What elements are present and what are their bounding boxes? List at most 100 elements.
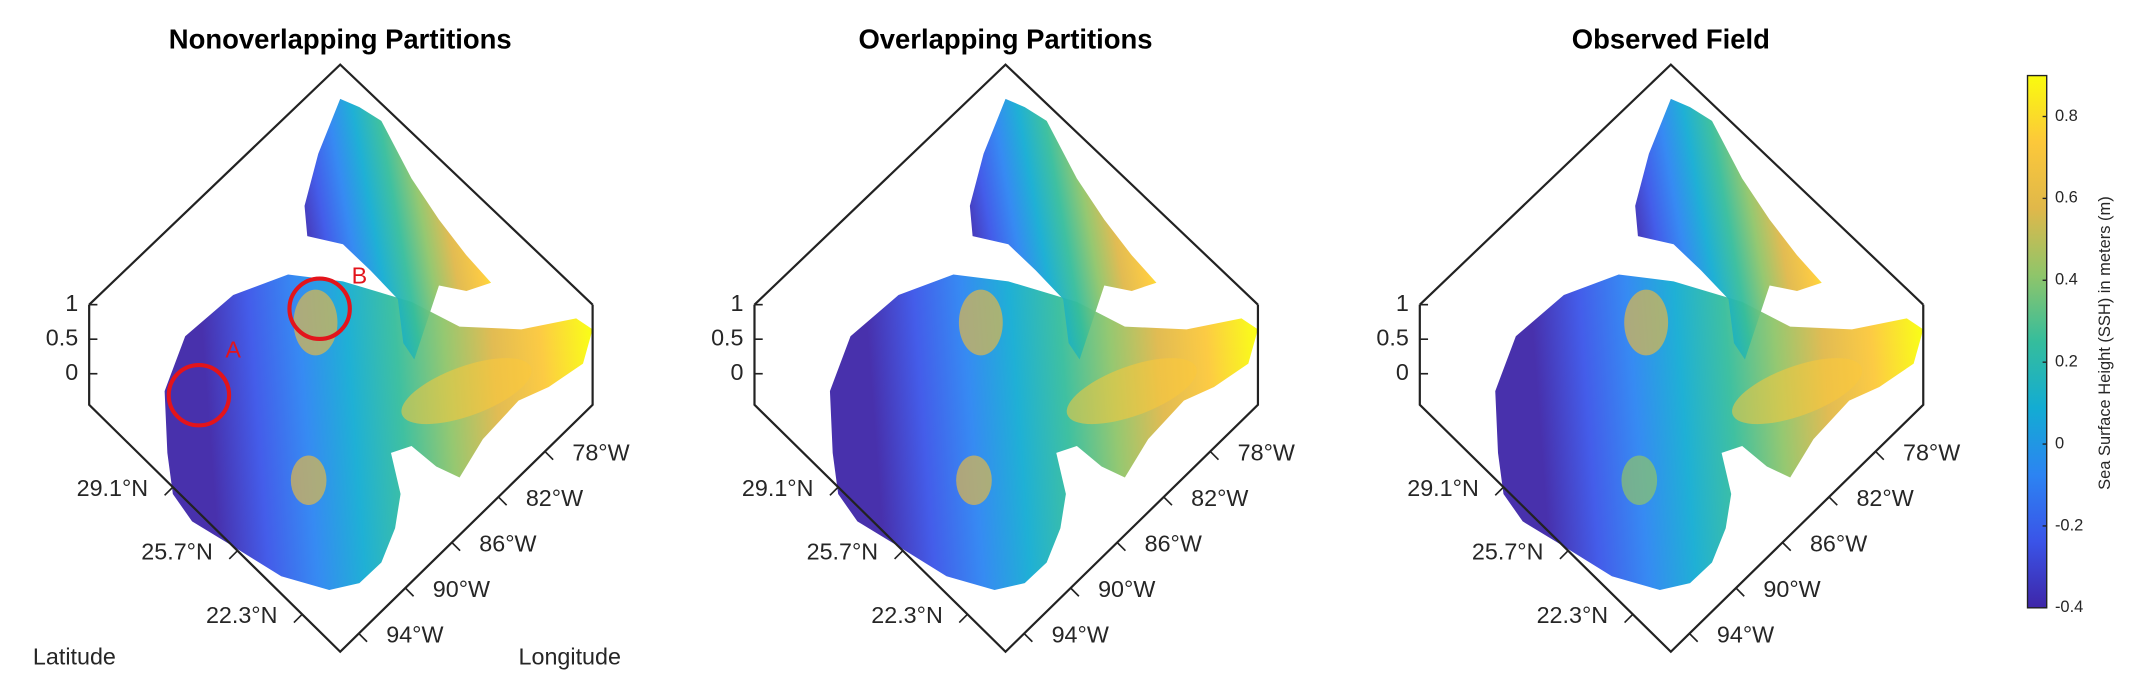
annotation-circle — [287, 276, 352, 342]
lat-tick-label: 22.3°N — [1537, 602, 1609, 628]
lat-tick-label: 29.1°N — [742, 475, 814, 501]
lon-tick-label: 78°W — [572, 439, 629, 465]
panel: Overlapping Partitions 0 0.5 1 29.1°N 25.7°N 2… — [711, 24, 1295, 654]
lat-tick — [1559, 550, 1569, 560]
axes-box — [753, 304, 1260, 654]
lat-tick-label: 22.3°N — [206, 602, 278, 628]
axes-box — [88, 304, 594, 654]
lon-tick — [358, 632, 368, 643]
lat-tick-label: 29.1°N — [77, 475, 149, 501]
lon-tick-label: 90°W — [433, 576, 490, 602]
ssh-surface — [1495, 274, 1924, 590]
colorbar-tick-label: 0 — [2055, 434, 2064, 452]
lat-tick — [1494, 486, 1505, 496]
z-tick-label: 1 — [1396, 290, 1409, 316]
z-tick-label: 1 — [731, 290, 744, 316]
lon-tick — [1209, 450, 1220, 461]
colorbar-tick-label: 0.8 — [2055, 107, 2078, 125]
lat-tick — [164, 486, 174, 496]
panel-title: Observed Field — [1572, 24, 1770, 55]
panel-title: Overlapping Partitions — [858, 24, 1152, 55]
lat-tick — [1623, 613, 1634, 624]
lon-tick-label: 94°W — [1052, 621, 1109, 647]
ssh-ridge — [1732, 358, 1863, 425]
colorbar-tick-label: 0.4 — [2055, 271, 2078, 289]
lon-tick — [1688, 632, 1699, 643]
lon-tick-label: 94°W — [1717, 621, 1774, 647]
ssh-ridge — [1066, 358, 1197, 425]
axes-box — [1418, 304, 1925, 654]
lat-tick-label: 29.1°N — [1407, 475, 1479, 501]
ssh-surface-north — [969, 98, 1157, 360]
colorbar-tick-label: 0.2 — [2055, 353, 2078, 371]
lon-tick-label: 78°W — [1238, 439, 1295, 465]
axes-box — [88, 63, 594, 306]
lat-tick-label: 25.7°N — [807, 539, 879, 565]
lon-tick — [1163, 496, 1173, 506]
lat-tick — [293, 613, 303, 624]
lon-tick — [497, 496, 508, 506]
axes-box — [753, 63, 1259, 306]
lat-tick-label: 25.7°N — [141, 539, 213, 565]
annotation-circle — [166, 362, 232, 428]
lon-tick — [1874, 450, 1885, 461]
colorbar — [2026, 74, 2048, 609]
ssh-bump — [290, 455, 327, 505]
z-tick-label: 1 — [65, 290, 78, 316]
ssh-ridge — [401, 358, 532, 425]
lat-tick — [894, 550, 904, 560]
annotation-label: B — [352, 262, 368, 288]
lon-tick-label: 90°W — [1098, 576, 1155, 602]
lon-tick — [1828, 496, 1838, 506]
lon-tick — [404, 587, 415, 597]
axes-box — [1419, 63, 1925, 306]
lat-tick-label: 22.3°N — [871, 602, 943, 628]
annotation-label: A — [225, 336, 241, 362]
ssh-surface — [164, 274, 593, 590]
lon-tick-label: 94°W — [386, 621, 443, 647]
ssh-surface-north — [304, 98, 492, 360]
lon-tick — [544, 450, 554, 461]
ssh-surface-north — [1635, 98, 1822, 360]
lat-tick — [228, 550, 239, 560]
ssh-bump — [1624, 289, 1669, 356]
lat-tick — [958, 613, 969, 624]
z-tick-label: 0 — [1396, 359, 1409, 385]
y-axis-label: Latitude — [33, 644, 116, 670]
panel: Nonoverlapping Partitions 0 0.5 1 29.1°N 25.7… — [33, 24, 630, 670]
x-axis-label: Longitude — [519, 644, 621, 670]
ssh-bump — [956, 455, 992, 505]
colorbar-tick-label: -0.4 — [2055, 598, 2083, 616]
ssh-bump — [293, 289, 338, 356]
lon-tick-label: 86°W — [1810, 530, 1867, 556]
lon-tick-label: 82°W — [1856, 485, 1913, 511]
lon-tick — [1781, 541, 1792, 552]
lon-tick-label: 82°W — [1191, 485, 1248, 511]
lon-tick — [1070, 587, 1080, 597]
lat-tick — [829, 486, 839, 496]
ssh-bump — [1621, 455, 1658, 505]
lon-tick-label: 82°W — [526, 485, 583, 511]
colorbar-tick-label: -0.2 — [2055, 516, 2083, 534]
z-tick-label: 0.5 — [1376, 324, 1408, 350]
ssh-bump — [958, 289, 1003, 356]
panel-title: Nonoverlapping Partitions — [169, 24, 512, 55]
z-tick-label: 0 — [65, 359, 78, 385]
colorbar-tick-label: 0.6 — [2055, 189, 2078, 207]
lon-tick — [451, 541, 461, 552]
lon-tick — [1116, 541, 1127, 552]
lon-tick-label: 86°W — [1145, 530, 1202, 556]
lon-tick-label: 90°W — [1763, 576, 1820, 602]
panel: Observed Field 0 0.5 1 29.1°N 25.7°N 22.3°N 78°… — [1376, 24, 1960, 654]
lon-tick — [1735, 587, 1745, 597]
ssh-surface — [829, 274, 1258, 590]
z-tick-label: 0.5 — [46, 324, 78, 350]
lat-tick-label: 25.7°N — [1472, 539, 1544, 565]
z-tick-label: 0 — [731, 359, 744, 385]
lon-tick-label: 86°W — [479, 530, 536, 556]
z-tick-label: 0.5 — [711, 324, 743, 350]
lon-tick — [1023, 632, 1033, 643]
lon-tick-label: 78°W — [1903, 439, 1960, 465]
colorbar-label: Sea Surface Height (SSH) in meters (m) — [2096, 196, 2114, 490]
